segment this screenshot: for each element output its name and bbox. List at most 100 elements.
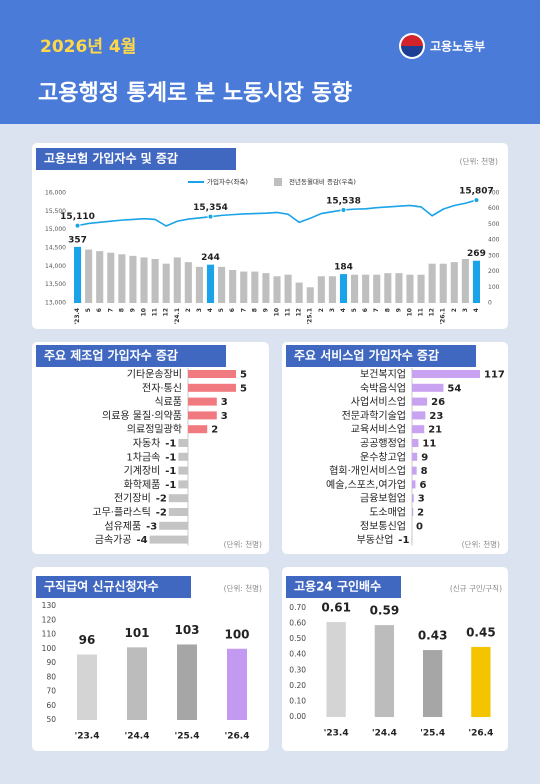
y-tick-label: 50 — [46, 715, 56, 724]
category-label: 고무·플라스틱 — [92, 507, 150, 519]
data-label: 184 — [334, 263, 353, 273]
x-tick-label: 2 — [185, 308, 192, 312]
bar — [151, 259, 159, 303]
x-tick-label: '24.1 — [174, 308, 181, 325]
legend-label: 전년동월대비 증감(우축) — [289, 177, 356, 186]
bar — [229, 270, 237, 303]
data-label: 2 — [211, 425, 218, 436]
bar — [374, 625, 395, 717]
line-point — [340, 206, 347, 213]
unit-note: (단위: 천명) — [460, 156, 498, 166]
x-tick-label: 4 — [340, 308, 347, 312]
x-tick-label: 4 — [473, 308, 480, 312]
bar — [127, 647, 147, 720]
category-label: 도소매업 — [369, 506, 406, 519]
bar — [178, 439, 188, 447]
x-tick-label: 9 — [395, 308, 402, 312]
data-label: 15,807 — [459, 187, 494, 197]
panel-title: 주요 서비스업 가입자수 증감 — [294, 348, 439, 363]
data-label: 103 — [174, 623, 199, 637]
bar — [461, 259, 469, 303]
data-label: 5 — [240, 383, 247, 394]
bar — [284, 274, 292, 303]
data-label: 0.61 — [321, 601, 351, 615]
data-label: 0.43 — [418, 629, 448, 643]
category-label: 식료품 — [154, 396, 182, 408]
x-tick-label: '25.1 — [307, 308, 314, 325]
bar — [373, 274, 381, 303]
bar — [317, 276, 325, 303]
line-point — [207, 213, 214, 220]
data-label: 0 — [416, 521, 423, 532]
bar — [351, 274, 359, 303]
category-label: 전기장비 — [114, 493, 151, 505]
y-tick-label: 0.70 — [289, 603, 306, 612]
data-label: 11 — [422, 439, 436, 450]
x-tick-label: 4 — [207, 308, 214, 312]
y2-tick-label: 100 — [488, 284, 500, 291]
header-title: 고용행정 통계로 본 노동시장 동향 — [38, 81, 352, 106]
category-label: 전자·통신 — [142, 382, 182, 394]
bar — [77, 654, 97, 720]
panel-title: 구직급여 신규신청자수 — [44, 579, 159, 594]
x-tick-label: '25.4 — [420, 729, 445, 739]
category-label: 협회·개인서비스업 — [329, 464, 406, 477]
y2-tick-label: 600 — [488, 205, 500, 212]
panel-tab — [286, 345, 476, 367]
data-label: 6 — [419, 480, 426, 491]
unit-note: (단위: 천명) — [224, 539, 262, 549]
logo-blue — [401, 46, 423, 57]
bar — [395, 273, 403, 303]
data-label: -4 — [136, 535, 147, 546]
panel-title: 고용24 구인배수 — [294, 579, 381, 594]
bar — [85, 249, 93, 303]
logo-text: 고용노동부 — [430, 39, 485, 54]
data-label: 0.59 — [370, 604, 400, 618]
bar — [472, 260, 481, 303]
line-point — [473, 197, 480, 204]
panel — [32, 342, 269, 554]
x-tick-label: '23.4 — [74, 308, 81, 325]
x-tick-label: 8 — [118, 308, 125, 312]
category-label: 기타운송장비 — [127, 369, 182, 381]
y-tick-label: 110 — [42, 630, 57, 639]
bar — [384, 273, 392, 303]
unit-note: (단위: 천명) — [224, 583, 262, 593]
x-tick-label: 7 — [107, 308, 114, 312]
category-label: 숙박음식업 — [360, 381, 406, 394]
data-label: 244 — [201, 253, 220, 263]
x-tick-label: '25.4 — [175, 732, 200, 742]
data-label: 23 — [429, 411, 443, 422]
bar — [306, 287, 314, 303]
x-tick-label: 11 — [285, 308, 292, 316]
bar — [178, 452, 188, 461]
x-tick-label: 8 — [251, 308, 258, 312]
x-tick-label: 12 — [429, 308, 436, 316]
y-tick-label: 15,000 — [45, 226, 66, 233]
bar — [428, 263, 436, 303]
x-tick-label: 2 — [451, 308, 458, 312]
y2-tick-label: 400 — [488, 237, 500, 244]
x-tick-label: 5 — [351, 308, 358, 312]
data-label: -1 — [165, 466, 176, 477]
data-label: 3 — [221, 397, 228, 408]
bar — [149, 535, 188, 544]
y-tick-label: 0.60 — [289, 619, 306, 628]
data-label: 96 — [79, 633, 96, 647]
bar — [411, 535, 412, 544]
x-tick-label: 2 — [318, 308, 325, 312]
y-tick-label: 0.50 — [289, 634, 306, 643]
bar — [178, 480, 188, 489]
x-tick-label: 9 — [129, 308, 136, 312]
y-tick-label: 0.00 — [289, 712, 306, 721]
unit-note: (단위: 천명) — [462, 539, 500, 549]
panel — [282, 342, 508, 554]
legend-label: 가입자수(좌축) — [207, 177, 248, 186]
bar — [73, 246, 82, 303]
data-label: 3 — [418, 494, 425, 505]
x-tick-label: '23.4 — [75, 732, 100, 742]
y2-tick-label: 300 — [488, 252, 500, 259]
x-tick-label: 3 — [196, 308, 203, 312]
category-label: 사업서비스업 — [351, 395, 406, 408]
